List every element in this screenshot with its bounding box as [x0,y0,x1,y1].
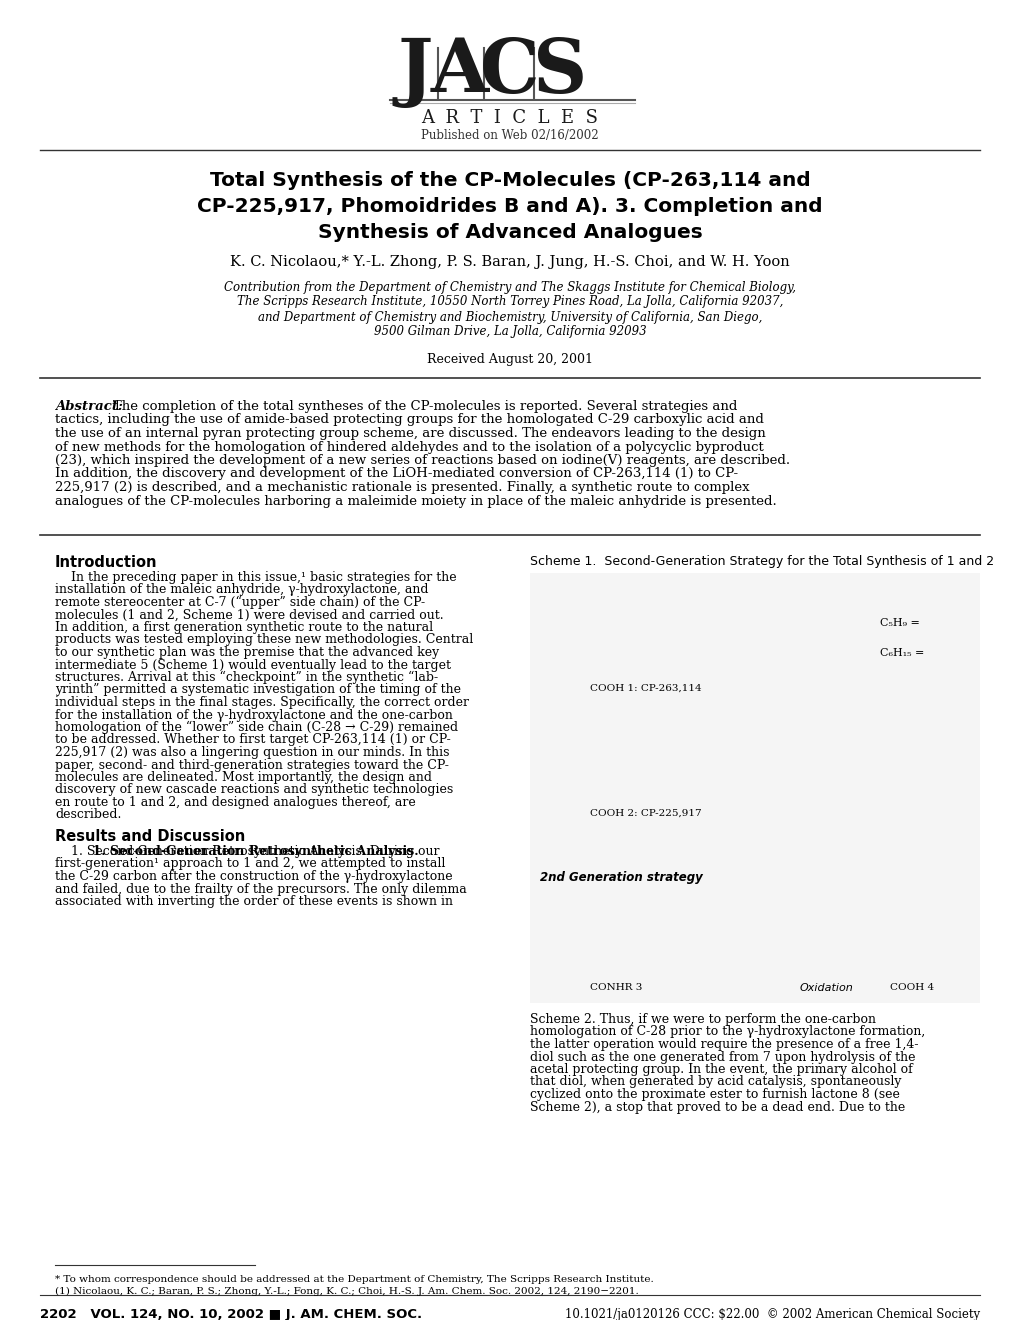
Text: Contribution from the Department of Chemistry and The Skaggs Institute for Chemi: Contribution from the Department of Chem… [224,281,795,293]
Text: 225,917 (2) was also a lingering question in our minds. In this: 225,917 (2) was also a lingering questio… [55,746,449,759]
Text: first-generation¹ approach to 1 and 2, we attempted to install: first-generation¹ approach to 1 and 2, w… [55,858,445,870]
Text: * To whom correspondence should be addressed at the Department of Chemistry, The: * To whom correspondence should be addre… [55,1275,653,1284]
Text: (1) Nicolaou, K. C.; Baran, P. S.; Zhong, Y.-L.; Fong, K. C.; Choi, H.-S. J. Am.: (1) Nicolaou, K. C.; Baran, P. S.; Zhong… [55,1287,638,1296]
Text: products was tested employing these new methodologies. Central: products was tested employing these new … [55,634,473,647]
Text: 2202   VOL. 124, NO. 10, 2002 ■ J. AM. CHEM. SOC.: 2202 VOL. 124, NO. 10, 2002 ■ J. AM. CHE… [40,1308,422,1320]
Text: homologation of the “lower” side chain (C-28 → C-29) remained: homologation of the “lower” side chain (… [55,721,458,734]
Text: the C-29 carbon after the construction of the γ-hydroxylactone: the C-29 carbon after the construction o… [55,870,452,883]
Text: Synthesis of Advanced Analogues: Synthesis of Advanced Analogues [317,223,702,242]
Text: diol such as the one generated from 7 upon hydrolysis of the: diol such as the one generated from 7 up… [530,1051,915,1064]
Text: Results and Discussion: Results and Discussion [55,829,245,843]
Text: molecules (1 and 2, Scheme 1) were devised and carried out.: molecules (1 and 2, Scheme 1) were devis… [55,609,443,622]
FancyBboxPatch shape [530,573,979,1003]
Text: cyclized onto the proximate ester to furnish lactone 8 (see: cyclized onto the proximate ester to fur… [530,1088,899,1101]
Text: COOH 2: CP-225,917: COOH 2: CP-225,917 [589,808,701,817]
Text: Received August 20, 2001: Received August 20, 2001 [427,354,592,367]
Text: 1. Second-Generation Retrosynthetic Analysis.: 1. Second-Generation Retrosynthetic Anal… [75,845,418,858]
Text: Introduction: Introduction [55,554,157,570]
Text: 1. Second-Generation Retrosynthetic Analysis. During our: 1. Second-Generation Retrosynthetic Anal… [55,845,439,858]
Text: paper, second- and third-generation strategies toward the CP-: paper, second- and third-generation stra… [55,759,448,771]
Text: for the installation of the γ-hydroxylactone and the one-carbon: for the installation of the γ-hydroxylac… [55,709,452,722]
Text: intermediate 5 (Scheme 1) would eventually lead to the target: intermediate 5 (Scheme 1) would eventual… [55,659,450,672]
Text: A  R  T  I  C  L  E  S: A R T I C L E S [421,110,598,127]
Text: Abstract:: Abstract: [55,400,122,413]
Text: S: S [532,36,587,108]
Text: 225,917 (2) is described, and a mechanistic rationale is presented. Finally, a s: 225,917 (2) is described, and a mechanis… [55,480,749,494]
Text: analogues of the CP-molecules harboring a maleimide moiety in place of the malei: analogues of the CP-molecules harboring … [55,495,776,507]
Text: In the preceding paper in this issue,¹ basic strategies for the: In the preceding paper in this issue,¹ b… [55,572,457,583]
Text: COOH 1: CP-263,114: COOH 1: CP-263,114 [589,684,701,693]
Text: Total Synthesis of the CP-Molecules (CP-263,114 and: Total Synthesis of the CP-Molecules (CP-… [210,170,809,190]
Text: homologation of C-28 prior to the γ-hydroxylactone formation,: homologation of C-28 prior to the γ-hydr… [530,1026,924,1039]
Text: COOH 4: COOH 4 [890,983,933,993]
Text: (23), which inspired the development of a new series of reactions based on iodin: (23), which inspired the development of … [55,454,790,467]
Text: discovery of new cascade reactions and synthetic technologies: discovery of new cascade reactions and s… [55,784,452,796]
Text: tactics, including the use of amide-based protecting groups for the homologated : tactics, including the use of amide-base… [55,413,763,426]
Text: structures. Arrival at this “checkpoint” in the synthetic “lab-: structures. Arrival at this “checkpoint”… [55,671,438,684]
Text: C₅H₉ =: C₅H₉ = [879,618,919,628]
Text: 10.1021/ja0120126 CCC: $22.00  © 2002 American Chemical Society: 10.1021/ja0120126 CCC: $22.00 © 2002 Ame… [565,1308,979,1320]
Text: In addition, a first generation synthetic route to the natural: In addition, a first generation syntheti… [55,620,433,634]
Text: and failed, due to the frailty of the precursors. The only dilemma: and failed, due to the frailty of the pr… [55,883,467,895]
Text: Published on Web 02/16/2002: Published on Web 02/16/2002 [421,129,598,143]
Text: molecules are delineated. Most importantly, the design and: molecules are delineated. Most important… [55,771,432,784]
Text: CP-225,917, Phomoidrides B and A). 3. Completion and: CP-225,917, Phomoidrides B and A). 3. Co… [197,197,822,215]
Text: Scheme 2), a stop that proved to be a dead end. Due to the: Scheme 2), a stop that proved to be a de… [530,1101,905,1114]
Text: that diol, when generated by acid catalysis, spontaneously: that diol, when generated by acid cataly… [530,1076,901,1089]
Text: individual steps in the final stages. Specifically, the correct order: individual steps in the final stages. Sp… [55,696,469,709]
Text: K. C. Nicolaou,* Y.-L. Zhong, P. S. Baran, J. Jung, H.-S. Choi, and W. H. Yoon: K. C. Nicolaou,* Y.-L. Zhong, P. S. Bara… [230,255,789,269]
Text: CONHR 3: CONHR 3 [589,983,642,993]
Text: associated with inverting the order of these events is shown in: associated with inverting the order of t… [55,895,452,908]
Text: C: C [480,36,539,108]
Text: remote stereocenter at C-7 (“upper” side chain) of the CP-: remote stereocenter at C-7 (“upper” side… [55,597,425,610]
Text: en route to 1 and 2, and designed analogues thereof, are: en route to 1 and 2, and designed analog… [55,796,416,809]
Text: and Department of Chemistry and Biochemistry, University of California, San Dieg: and Department of Chemistry and Biochemi… [258,310,761,323]
Text: 9500 Gilman Drive, La Jolla, California 92093: 9500 Gilman Drive, La Jolla, California … [373,326,646,338]
Text: acetal protecting group. In the event, the primary alcohol of: acetal protecting group. In the event, t… [530,1063,912,1076]
Text: 2nd Generation strategy: 2nd Generation strategy [539,871,702,884]
Text: Scheme 2. Thus, if we were to perform the one-carbon: Scheme 2. Thus, if we were to perform th… [530,1012,875,1026]
Text: installation of the maleic anhydride, γ-hydroxylactone, and: installation of the maleic anhydride, γ-… [55,583,428,597]
Text: The completion of the total syntheses of the CP-molecules is reported. Several s: The completion of the total syntheses of… [113,400,737,413]
Text: of new methods for the homologation of hindered aldehydes and to the isolation o: of new methods for the homologation of h… [55,441,763,454]
Text: Scheme 1.  Second-Generation Strategy for the Total Synthesis of 1 and 2: Scheme 1. Second-Generation Strategy for… [530,554,994,568]
Text: The Scripps Research Institute, 10550 North Torrey Pines Road, La Jolla, Califor: The Scripps Research Institute, 10550 No… [236,296,783,309]
Text: A: A [430,36,488,108]
Text: In addition, the discovery and development of the LiOH-mediated conversion of CP: In addition, the discovery and developme… [55,467,738,480]
Text: the latter operation would require the presence of a free 1,4-: the latter operation would require the p… [530,1038,917,1051]
Text: yrinth” permitted a systematic investigation of the timing of the: yrinth” permitted a systematic investiga… [55,684,461,697]
Text: described.: described. [55,808,121,821]
Text: C₆H₁₅ =: C₆H₁₅ = [879,648,923,657]
Text: to be addressed. Whether to first target CP-263,114 (1) or CP-: to be addressed. Whether to first target… [55,734,450,747]
Text: Oxidation: Oxidation [799,983,853,993]
Text: the use of an internal pyran protecting group scheme, are discussed. The endeavo: the use of an internal pyran protecting … [55,426,765,440]
Text: to our synthetic plan was the premise that the advanced key: to our synthetic plan was the premise th… [55,645,439,659]
Text: J: J [396,36,432,108]
